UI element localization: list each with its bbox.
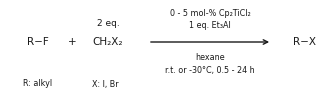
Text: CH₂X₂: CH₂X₂ — [93, 37, 123, 47]
Text: X: I, Br: X: I, Br — [92, 80, 118, 88]
Text: R−X: R−X — [293, 37, 317, 47]
Text: hexane: hexane — [195, 52, 225, 61]
Text: 0 - 5 mol-% Cp₂TiCl₂: 0 - 5 mol-% Cp₂TiCl₂ — [170, 9, 250, 17]
Text: R−F: R−F — [27, 37, 49, 47]
Text: r.t. or -30°C, 0.5 - 24 h: r.t. or -30°C, 0.5 - 24 h — [165, 67, 255, 75]
Text: R: alkyl: R: alkyl — [23, 80, 53, 88]
Text: 1 eq. Et₃Al: 1 eq. Et₃Al — [189, 22, 231, 30]
Text: +: + — [68, 37, 76, 47]
Text: 2 eq.: 2 eq. — [96, 19, 119, 29]
